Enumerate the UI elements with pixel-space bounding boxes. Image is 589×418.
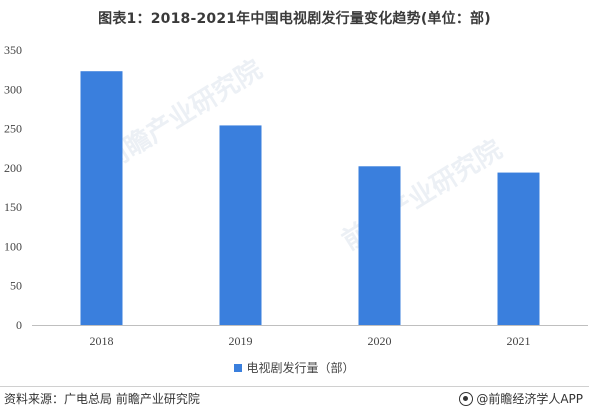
- legend-label: 电视剧发行量（部）: [246, 361, 355, 375]
- bar-2020: [358, 166, 401, 325]
- x-tick-label: 2020: [368, 334, 392, 348]
- bar-chart: 0 50 100 150 200 250 300 350 2018 2019 2020 2021: [4, 43, 588, 348]
- y-tick-label: 300: [4, 82, 22, 96]
- chart-title: 图表1：2018-2021年中国电视剧发行量变化趋势(单位：部): [98, 11, 491, 27]
- bar-2018: [80, 71, 123, 325]
- x-tick-label: 2018: [90, 334, 114, 348]
- footer-divider: [0, 386, 589, 387]
- source-note: 资料来源：广电总局 前瞻产业研究院: [4, 392, 200, 406]
- bar-2021: [497, 172, 540, 325]
- y-tick-label: 150: [4, 200, 22, 214]
- y-tick-label: 50: [10, 279, 22, 293]
- x-tick-label: 2019: [229, 334, 253, 348]
- brand-credit: @前瞻经济学人APP: [459, 390, 583, 407]
- x-axis-ticks: 2018 2019 2020 2021: [90, 334, 531, 348]
- legend: 电视剧发行量（部）: [0, 359, 589, 376]
- y-tick-label: 200: [4, 161, 22, 175]
- y-tick-label: 350: [4, 43, 22, 57]
- x-tick-label: 2021: [507, 334, 531, 348]
- y-tick-label: 100: [4, 239, 22, 253]
- legend-swatch: [234, 364, 243, 372]
- brand-logo-icon: [459, 391, 474, 406]
- brand-label: @前瞻经济学人APP: [476, 392, 583, 406]
- bars: [80, 71, 540, 325]
- y-axis-ticks: 0 50 100 150 200 250 300 350: [4, 43, 22, 332]
- y-tick-label: 0: [16, 318, 22, 332]
- y-tick-label: 250: [4, 122, 22, 136]
- bar-2019: [219, 125, 262, 325]
